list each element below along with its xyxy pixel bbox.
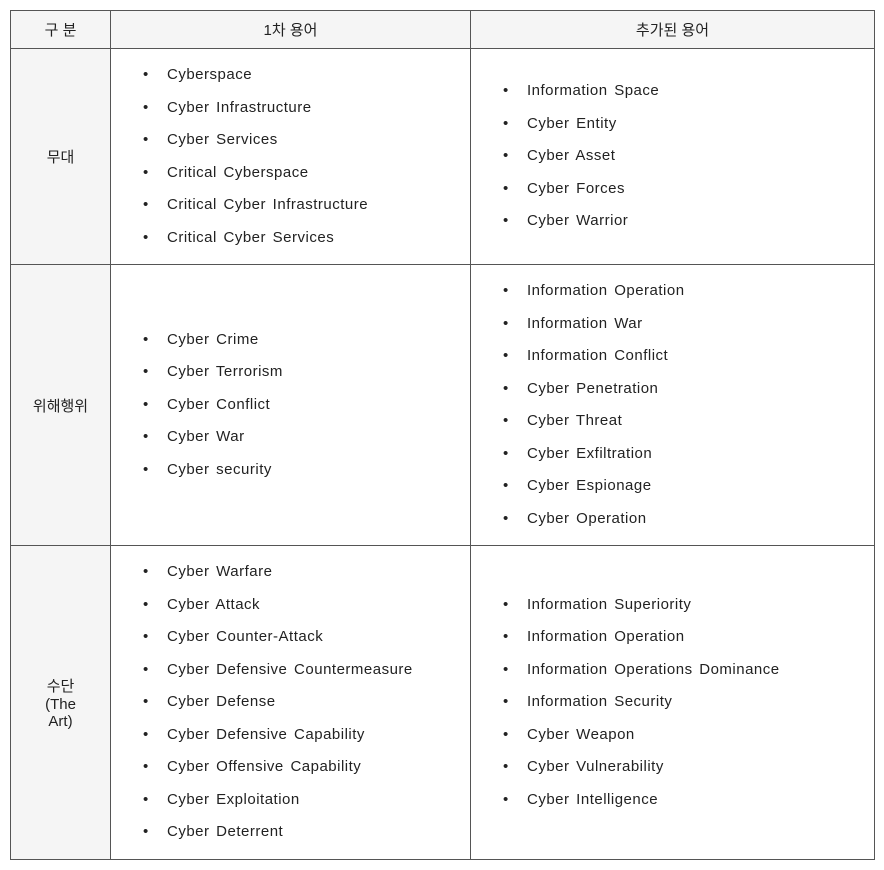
primary-list: Cyber CrimeCyber TerrorismCyber Conflict… [133, 324, 452, 487]
added-cell: Information SuperiorityInformation Opera… [471, 546, 875, 860]
list-item: Cyber Threat [517, 405, 856, 438]
primary-cell: Cyber WarfareCyber AttackCyber Counter-A… [111, 546, 471, 860]
header-row: 구 분 1차 용어 추가된 용어 [11, 11, 875, 49]
table-row: 무대 CyberspaceCyber InfrastructureCyber S… [11, 49, 875, 265]
list-item: Cyber Crime [157, 324, 452, 357]
added-list: Information SuperiorityInformation Opera… [493, 589, 856, 817]
list-item: Cyber Operation [517, 503, 856, 536]
list-item: Cyber Conflict [157, 389, 452, 422]
list-item: Cyber Warfare [157, 556, 452, 589]
list-item: Cyber Defense [157, 686, 452, 719]
list-item: Information Space [517, 75, 856, 108]
primary-list: CyberspaceCyber InfrastructureCyber Serv… [133, 59, 452, 254]
list-item: Cyber Forces [517, 173, 856, 206]
added-cell: Information SpaceCyber EntityCyber Asset… [471, 49, 875, 265]
header-category: 구 분 [11, 11, 111, 49]
list-item: Information Operation [517, 275, 856, 308]
list-item: Cyber Offensive Capability [157, 751, 452, 784]
added-list: Information OperationInformation WarInfo… [493, 275, 856, 535]
list-item: Cyber Counter-Attack [157, 621, 452, 654]
list-item: Cyber Services [157, 124, 452, 157]
list-item: Cyber Entity [517, 108, 856, 141]
list-item: Information War [517, 308, 856, 341]
list-item: Cyber War [157, 421, 452, 454]
added-list: Information SpaceCyber EntityCyber Asset… [493, 75, 856, 238]
list-item: Information Operations Dominance [517, 654, 856, 687]
list-item: Cyber Exploitation [157, 784, 452, 817]
primary-cell: CyberspaceCyber InfrastructureCyber Serv… [111, 49, 471, 265]
list-item: Critical Cyberspace [157, 157, 452, 190]
list-item: Information Conflict [517, 340, 856, 373]
table-body: 무대 CyberspaceCyber InfrastructureCyber S… [11, 49, 875, 860]
list-item: Information Security [517, 686, 856, 719]
list-item: Cyber Asset [517, 140, 856, 173]
primary-list: Cyber WarfareCyber AttackCyber Counter-A… [133, 556, 452, 849]
list-item: Cyber Terrorism [157, 356, 452, 389]
list-item: Cyber Attack [157, 589, 452, 622]
list-item: Critical Cyber Infrastructure [157, 189, 452, 222]
terms-table: 구 분 1차 용어 추가된 용어 무대 CyberspaceCyber Infr… [10, 10, 875, 860]
list-item: Cyber Deterrent [157, 816, 452, 849]
list-item: Cyber Espionage [517, 470, 856, 503]
list-item: Cyber Defensive Countermeasure [157, 654, 452, 687]
category-cell: 무대 [11, 49, 111, 265]
list-item: Cyber Vulnerability [517, 751, 856, 784]
category-cell: 위해행위 [11, 265, 111, 546]
list-item: Cyberspace [157, 59, 452, 92]
list-item: Cyber security [157, 454, 452, 487]
list-item: Cyber Warrior [517, 205, 856, 238]
table-row: 위해행위 Cyber CrimeCyber TerrorismCyber Con… [11, 265, 875, 546]
list-item: Cyber Defensive Capability [157, 719, 452, 752]
header-added: 추가된 용어 [471, 11, 875, 49]
category-cell: 수단(TheArt) [11, 546, 111, 860]
header-primary: 1차 용어 [111, 11, 471, 49]
added-cell: Information OperationInformation WarInfo… [471, 265, 875, 546]
table-row: 수단(TheArt) Cyber WarfareCyber AttackCybe… [11, 546, 875, 860]
list-item: Information Operation [517, 621, 856, 654]
list-item: Cyber Infrastructure [157, 92, 452, 125]
list-item: Cyber Weapon [517, 719, 856, 752]
list-item: Cyber Penetration [517, 373, 856, 406]
list-item: Critical Cyber Services [157, 222, 452, 255]
list-item: Cyber Exfiltration [517, 438, 856, 471]
list-item: Cyber Intelligence [517, 784, 856, 817]
list-item: Information Superiority [517, 589, 856, 622]
primary-cell: Cyber CrimeCyber TerrorismCyber Conflict… [111, 265, 471, 546]
